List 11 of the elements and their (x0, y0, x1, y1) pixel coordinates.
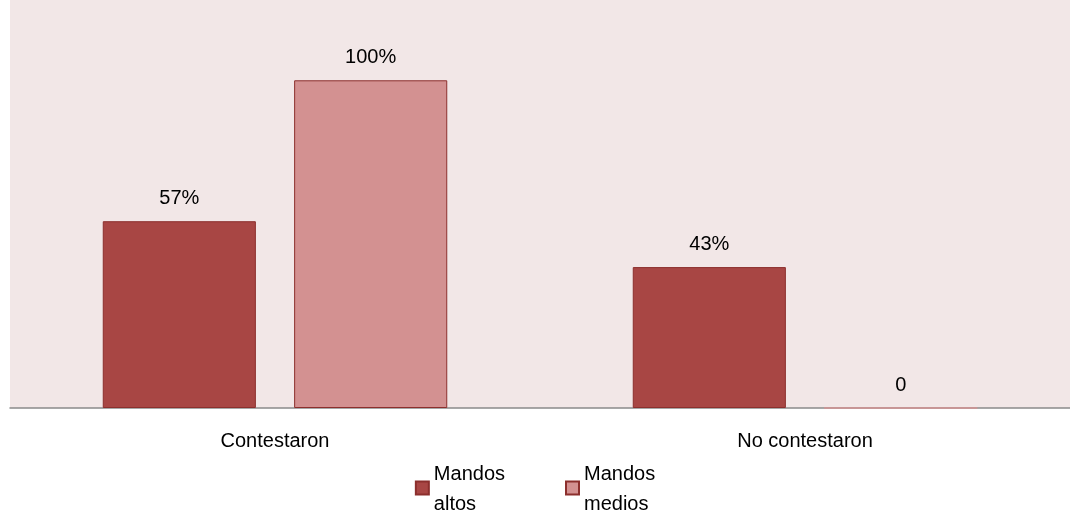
legend-label: Mandos altos (433, 462, 505, 514)
bar (294, 80, 448, 408)
data-label: 43% (689, 232, 730, 255)
bar (102, 221, 256, 408)
x-tick-label: Contestaron (220, 429, 330, 451)
data-label: 0 (895, 372, 907, 395)
x-tick-label: No contestaron (737, 429, 873, 451)
legend-label: Mandos medios (584, 462, 656, 514)
bar (632, 267, 786, 408)
data-label: 57% (159, 186, 200, 209)
data-label: 100% (345, 45, 397, 68)
